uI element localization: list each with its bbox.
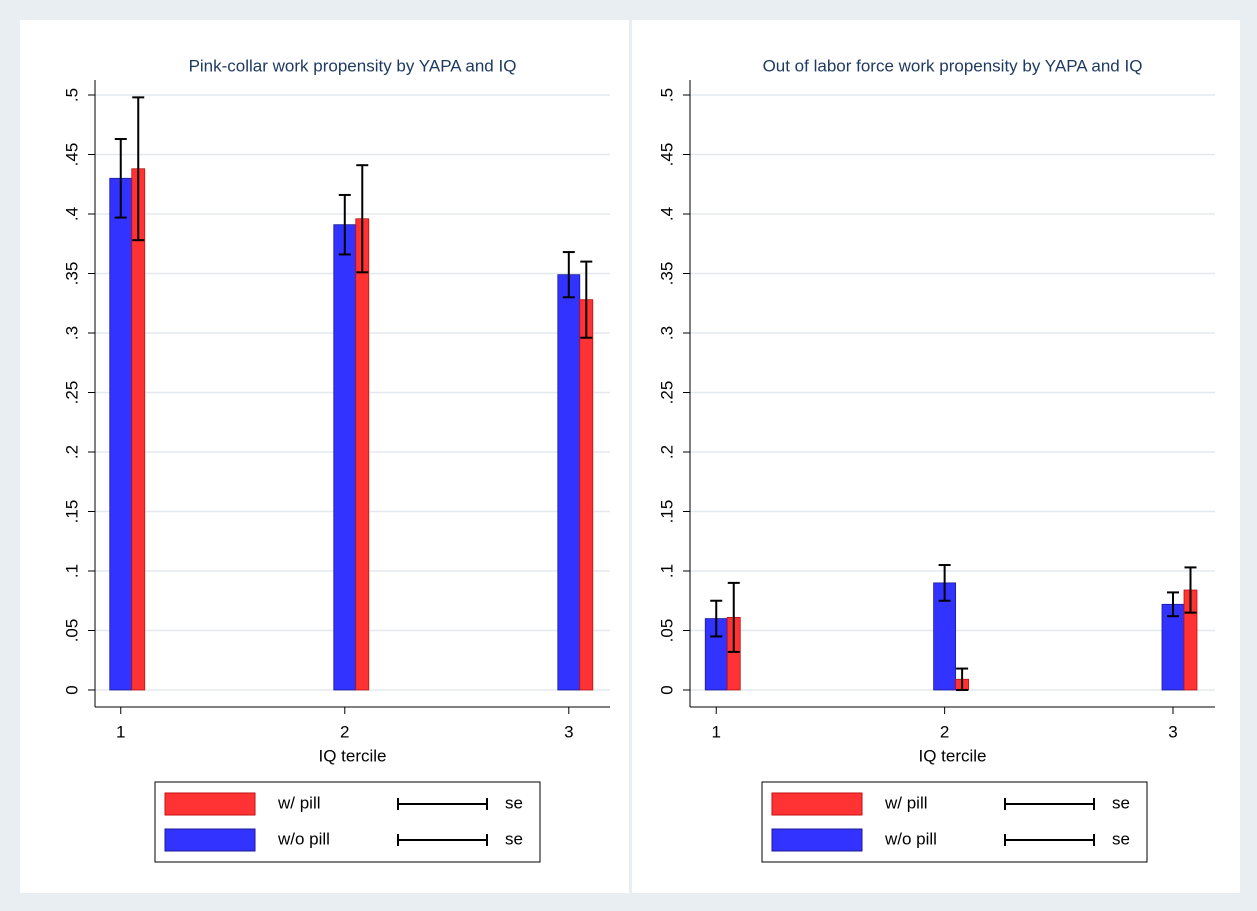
y-tick-label: .45 xyxy=(62,143,81,167)
error-bar xyxy=(710,599,723,638)
x-tick-label: 3 xyxy=(1168,722,1177,741)
error-bar xyxy=(356,164,369,274)
x-tick-label: 2 xyxy=(340,722,349,741)
legend-label: w/ pill xyxy=(884,793,928,812)
error-bar xyxy=(132,96,145,242)
y-tick-label: .2 xyxy=(657,445,676,459)
y-tick-label: .15 xyxy=(62,500,81,524)
y-tick-label: .2 xyxy=(62,445,81,459)
legend-swatch xyxy=(164,792,256,816)
bar xyxy=(109,177,133,691)
legend-label: se xyxy=(505,829,523,848)
y-tick-label: .1 xyxy=(657,564,676,578)
y-tick-label: .25 xyxy=(62,381,81,405)
y-tick-label: .5 xyxy=(62,88,81,102)
x-axis-label: IQ tercile xyxy=(318,746,386,765)
bar xyxy=(131,168,146,691)
legend-label: se xyxy=(1112,829,1130,848)
y-tick-label: .4 xyxy=(62,207,81,221)
y-tick-label: 0 xyxy=(62,685,81,694)
bar xyxy=(355,218,370,691)
error-bar xyxy=(114,138,127,219)
y-tick-label: .05 xyxy=(657,619,676,643)
y-tick-label: .05 xyxy=(62,619,81,643)
legend-label: w/o pill xyxy=(277,829,330,848)
legend-swatch xyxy=(771,828,863,852)
legend-label: se xyxy=(505,793,523,812)
chart-title: Pink-collar work propensity by YAPA and … xyxy=(189,56,517,75)
y-tick-label: .4 xyxy=(657,207,676,221)
y-tick-label: .35 xyxy=(657,262,676,286)
bar xyxy=(333,224,357,691)
error-bar xyxy=(338,193,351,256)
error-bar xyxy=(956,667,969,691)
y-tick-label: 0 xyxy=(657,685,676,694)
panel xyxy=(632,20,1240,893)
legend-label: se xyxy=(1112,793,1130,812)
error-bar xyxy=(562,251,575,299)
error-bar xyxy=(1167,591,1179,618)
chart-title: Out of labor force work propensity by YA… xyxy=(763,56,1143,75)
error-bar xyxy=(938,564,951,602)
y-tick-label: .45 xyxy=(657,143,676,167)
y-tick-label: .25 xyxy=(657,381,676,405)
error-bar xyxy=(580,260,593,339)
bar xyxy=(579,299,594,691)
error-bar xyxy=(1184,566,1197,614)
legend-label: w/ pill xyxy=(277,793,321,812)
y-tick-label: .1 xyxy=(62,564,81,578)
x-axis-label: IQ tercile xyxy=(918,746,986,765)
x-tick-label: 3 xyxy=(564,722,573,741)
error-bar xyxy=(727,581,740,653)
x-tick-label: 2 xyxy=(940,722,949,741)
y-tick-label: .3 xyxy=(62,326,81,340)
legend-swatch xyxy=(164,828,256,852)
x-tick-label: 1 xyxy=(116,722,125,741)
legend-swatch xyxy=(771,792,863,816)
y-tick-label: .5 xyxy=(657,88,676,102)
y-tick-label: .3 xyxy=(657,326,676,340)
bar xyxy=(557,274,581,691)
y-tick-label: .15 xyxy=(657,500,676,524)
legend-label: w/o pill xyxy=(884,829,937,848)
y-tick-label: .35 xyxy=(62,262,81,286)
x-tick-label: 1 xyxy=(712,722,721,741)
